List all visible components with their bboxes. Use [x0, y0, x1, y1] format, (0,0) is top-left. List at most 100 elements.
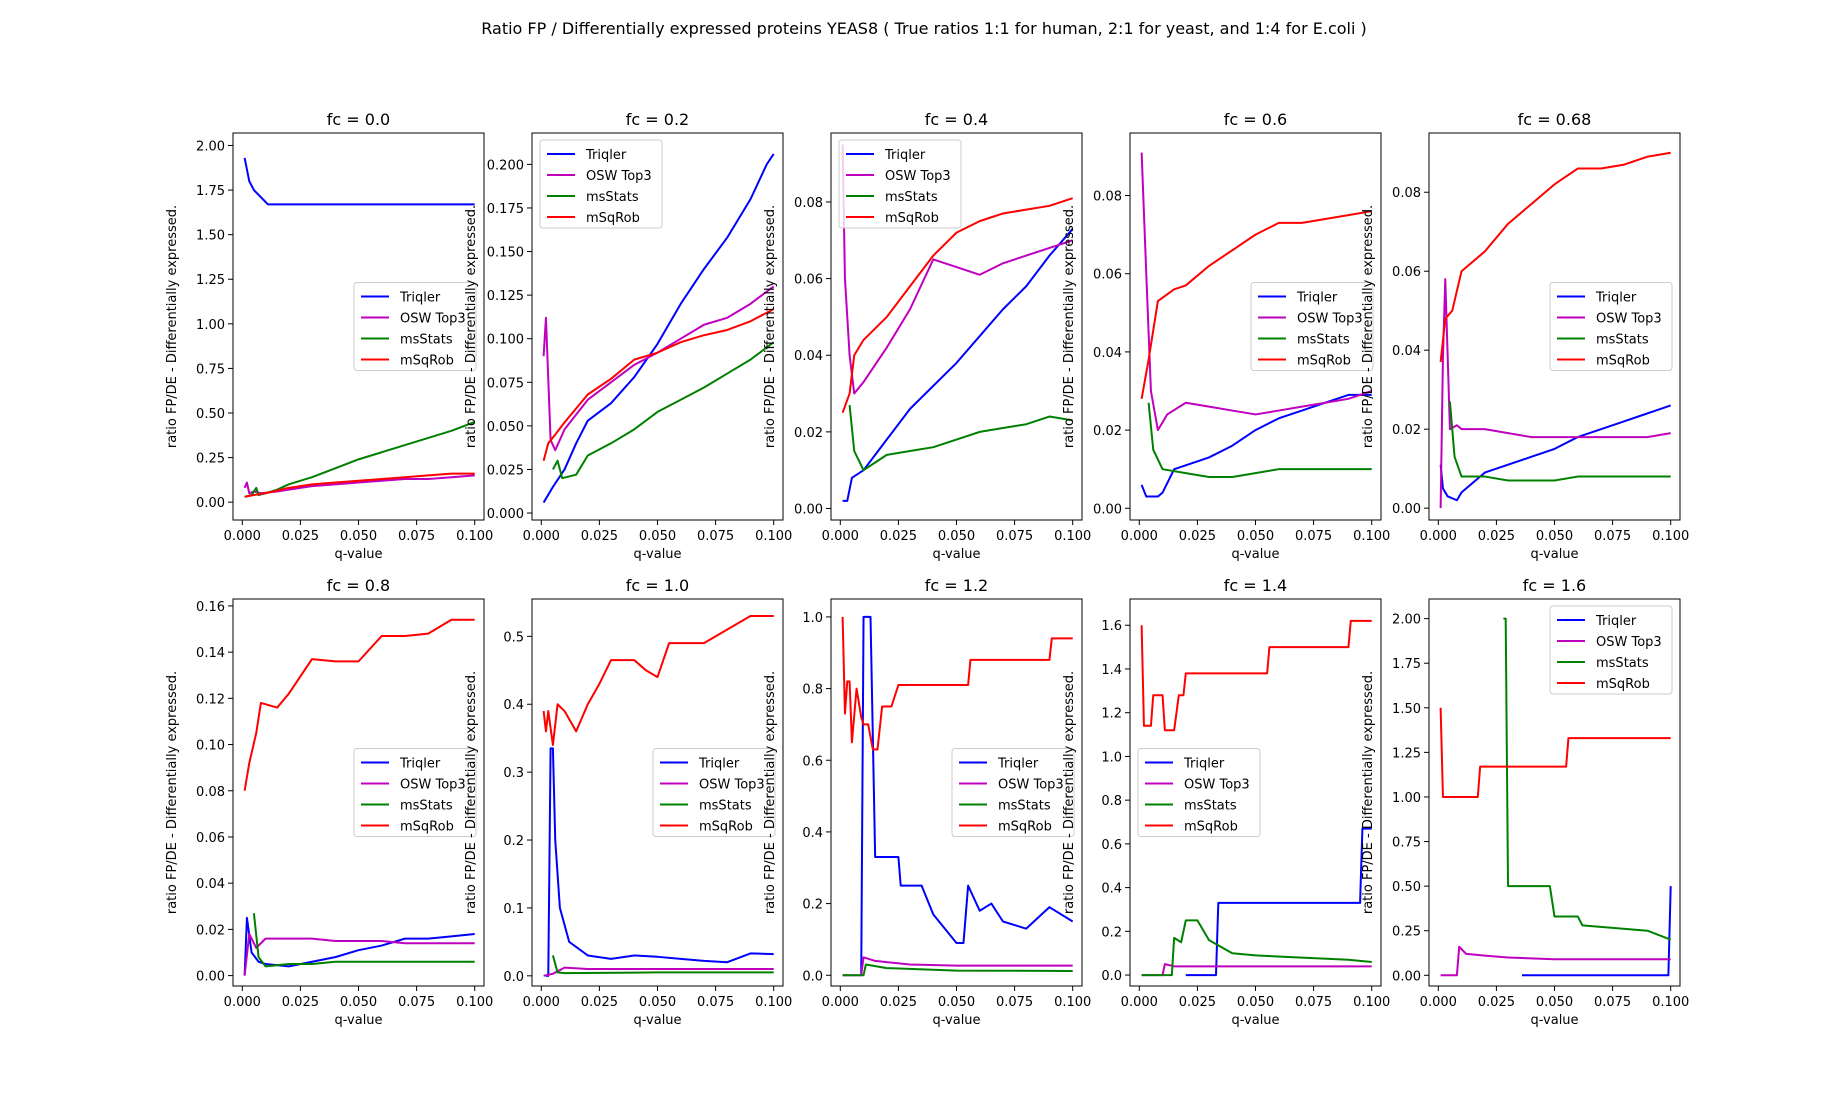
- y-tick-label: 1.25: [196, 273, 225, 288]
- x-tick-label: 0.000: [822, 529, 859, 544]
- x-axis-label: q-value: [1231, 1013, 1279, 1028]
- x-tick-label: 0.000: [224, 995, 261, 1010]
- legend-label: OSW Top3: [1184, 778, 1250, 793]
- series-line-msqrob: [542, 308, 775, 461]
- y-axis-label: ratio FP/DE - Differentially expressed.: [165, 205, 180, 448]
- y-tick-label: 0.100: [487, 333, 524, 348]
- legend: Triqler OSW Top3 msStats mSqRob: [1549, 282, 1673, 371]
- y-tick-label: 0.02: [1093, 424, 1122, 439]
- legend-label: msStats: [1596, 333, 1649, 348]
- x-tick-label: 0.100: [755, 995, 792, 1010]
- x-tick-label: 0.075: [1295, 529, 1332, 544]
- y-tick-label: 0.5: [503, 630, 524, 645]
- legend-label: OSW Top3: [998, 778, 1064, 793]
- x-axis-label: q-value: [932, 1013, 980, 1028]
- y-tick-label: 0.125: [487, 289, 524, 304]
- y-tick-label: 1.25: [1392, 746, 1421, 761]
- y-tick-label: 0.25: [196, 452, 225, 467]
- y-axis-label: ratio FP/DE - Differentially expressed.: [763, 205, 778, 448]
- y-tick-label: 0.00: [794, 503, 823, 518]
- series-group: [542, 153, 775, 504]
- series-line-osw-top3: [243, 474, 475, 495]
- y-tick-label: 0.050: [487, 420, 524, 435]
- chart-title: fc = 0.68: [1518, 110, 1592, 129]
- y-tick-label: 0.10: [196, 739, 225, 754]
- x-tick-label: 0.050: [1536, 995, 1573, 1010]
- x-tick-label: 0.025: [1179, 995, 1216, 1010]
- series-line-triqler: [545, 747, 774, 977]
- y-tick-label: 0.0: [503, 970, 524, 985]
- series-group: [243, 157, 476, 498]
- x-tick-label: 0.075: [697, 995, 734, 1010]
- legend-label: mSqRob: [1184, 820, 1238, 835]
- y-tick-label: 0.06: [1093, 268, 1122, 283]
- legend-label: Triqler: [585, 148, 627, 163]
- x-tick-label: 0.000: [1420, 995, 1457, 1010]
- y-tick-label: 1.2: [1101, 707, 1122, 722]
- chart-title: fc = 0.8: [327, 576, 390, 595]
- series-line-osw-top3: [1439, 278, 1671, 509]
- x-tick-label: 0.025: [581, 995, 618, 1010]
- y-tick-label: 0.000: [487, 507, 524, 522]
- x-tick-label: 0.050: [639, 529, 676, 544]
- series-line-triqler: [1185, 827, 1372, 977]
- x-tick-label: 0.000: [1121, 995, 1158, 1010]
- x-axis-label: q-value: [1530, 547, 1578, 562]
- legend-label: mSqRob: [699, 820, 753, 835]
- series-line-triqler: [860, 615, 1074, 976]
- y-tick-label: 0.06: [196, 831, 225, 846]
- legend-label: msStats: [1297, 333, 1350, 348]
- legend-label: OSW Top3: [1596, 312, 1662, 327]
- x-tick-label: 0.100: [456, 995, 493, 1010]
- y-tick-label: 0.04: [196, 877, 225, 892]
- legend-label: OSW Top3: [400, 312, 466, 327]
- y-tick-label: 0.02: [794, 426, 823, 441]
- series-line-triqler: [842, 228, 1074, 502]
- x-axis-label: q-value: [1530, 1013, 1578, 1028]
- y-axis-label: ratio FP/DE - Differentially expressed.: [165, 671, 180, 914]
- y-axis-label: ratio FP/DE - Differentially expressed.: [1361, 671, 1376, 914]
- series-group: [1439, 617, 1672, 977]
- series-line-osw-top3: [542, 285, 775, 452]
- y-tick-label: 0.2: [802, 898, 823, 913]
- series-line-triqler: [243, 157, 475, 206]
- legend-label: mSqRob: [1297, 354, 1351, 369]
- x-tick-label: 0.100: [1353, 529, 1390, 544]
- y-tick-label: 0.08: [196, 785, 225, 800]
- series-line-msstats: [842, 963, 1073, 977]
- x-tick-label: 0.000: [1121, 529, 1158, 544]
- x-tick-label: 0.050: [1237, 529, 1274, 544]
- series-line-msqrob: [1439, 151, 1671, 363]
- y-tick-label: 0.175: [487, 202, 524, 217]
- y-tick-label: 0.0: [1101, 969, 1122, 984]
- legend-label: mSqRob: [586, 211, 640, 226]
- chart-panel: 0.000 0.025 0.050 0.075 0.100 0.0 0.1 0.2 0.3 0.4…: [464, 576, 792, 1028]
- x-tick-label: 0.025: [1179, 529, 1216, 544]
- legend-box: [539, 139, 663, 229]
- y-tick-label: 0.75: [196, 362, 225, 377]
- chart-title: fc = 0.0: [327, 110, 390, 129]
- y-tick-label: 0.50: [1392, 880, 1421, 895]
- legend-label: msStats: [699, 799, 752, 814]
- legend-label: msStats: [400, 333, 453, 348]
- x-tick-label: 0.075: [398, 995, 435, 1010]
- legend-label: OSW Top3: [586, 169, 652, 184]
- chart-title: fc = 1.4: [1224, 576, 1287, 595]
- legend-label: OSW Top3: [699, 778, 765, 793]
- legend-box: [1250, 282, 1374, 371]
- x-tick-label: 0.025: [581, 529, 618, 544]
- legend: Triqler OSW Top3 msStats mSqRob: [1549, 605, 1673, 695]
- chart-panel: 0.000 0.025 0.050 0.075 0.100 0.00 0.02 0.04 0.0…: [1361, 110, 1689, 562]
- x-tick-label: 0.075: [1594, 995, 1631, 1010]
- x-tick-label: 0.025: [1478, 529, 1515, 544]
- y-tick-label: 0.4: [1101, 882, 1122, 897]
- series-group: [1140, 619, 1372, 977]
- y-tick-label: 0.06: [794, 273, 823, 288]
- y-tick-label: 1.6: [1101, 619, 1122, 634]
- y-tick-label: 0.0: [802, 969, 823, 984]
- y-tick-label: 1.50: [196, 229, 225, 244]
- y-tick-label: 0.6: [802, 754, 823, 769]
- y-axis-label: ratio FP/DE - Differentially expressed.: [464, 671, 479, 914]
- legend-label: mSqRob: [1596, 354, 1650, 369]
